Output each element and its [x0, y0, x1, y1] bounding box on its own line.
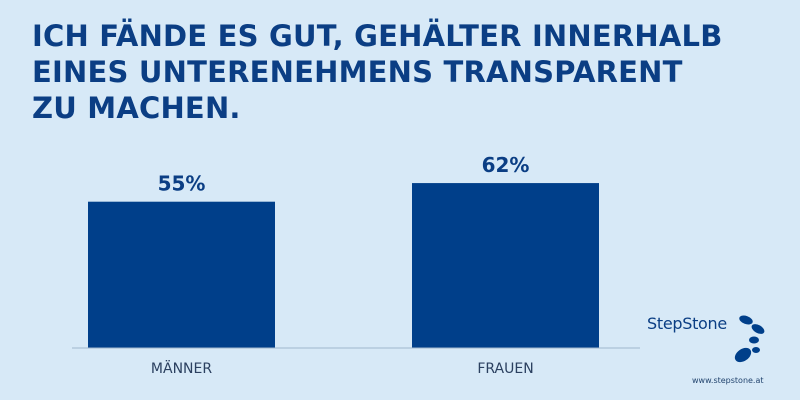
title-line-1: ICH FÄNDE ES GUT, GEHÄLTER INNERHALB: [32, 19, 723, 53]
category-label-1: FRAUEN: [477, 361, 533, 377]
title-line-3: ZU MACHEN.: [32, 91, 241, 125]
bar-1: [412, 183, 599, 348]
stepstone-logo: StepStone: [647, 310, 777, 380]
labels-group: 55% MÄNNER 62% FRAUEN: [151, 153, 534, 377]
bar-0: [88, 201, 275, 348]
category-label-0: MÄNNER: [151, 359, 212, 377]
logo-wordmark: StepStone: [647, 314, 727, 333]
website-url: www.stepstone.at: [692, 376, 764, 385]
title-line-2: EINES UNTERENEHMENS TRANSPARENT: [32, 55, 683, 89]
value-label-1: 62%: [482, 153, 530, 177]
chart-title: ICH FÄNDE ES GUT, GEHÄLTER INNERHALB EIN…: [32, 18, 772, 126]
bars-group: [88, 183, 599, 348]
footsteps-icon: [734, 315, 765, 363]
value-label-0: 55%: [158, 172, 206, 196]
